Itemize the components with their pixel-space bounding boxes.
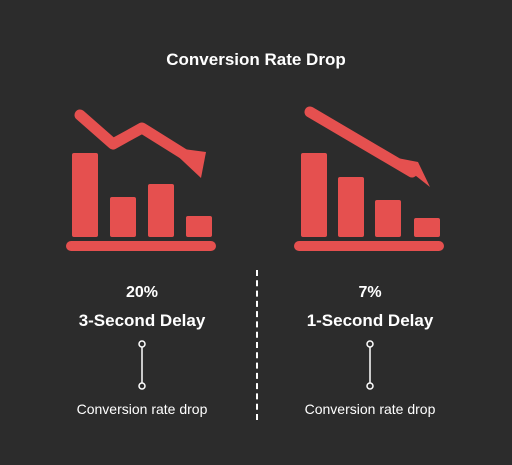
right-value-label: 7% xyxy=(358,284,382,301)
left-arrow-head xyxy=(168,147,206,178)
left-category-label: 3-Second Delay xyxy=(78,311,206,330)
left-bars xyxy=(66,153,216,251)
right-baseline xyxy=(294,241,444,251)
left-trend-arrow xyxy=(74,109,196,164)
left-bar-1 xyxy=(72,153,98,237)
right-bars xyxy=(294,153,444,251)
left-bar-3 xyxy=(148,184,174,237)
right-trend-arrow xyxy=(304,106,418,178)
center-divider xyxy=(256,270,258,420)
right-bar-3 xyxy=(375,200,401,237)
left-value-label: 20% xyxy=(125,284,159,301)
left-bar-2 xyxy=(110,197,136,237)
right-caption: Conversion rate drop xyxy=(304,401,436,417)
left-baseline xyxy=(66,241,216,251)
right-category-label: 1-Second Delay xyxy=(306,311,434,330)
right-labels: 7% 1-Second Delay xyxy=(270,284,470,331)
page-title: Conversion Rate Drop xyxy=(166,50,346,69)
right-bar-1 xyxy=(301,153,327,237)
right-bar-4 xyxy=(414,218,440,237)
right-bar-2 xyxy=(338,177,364,237)
right-arrow-head xyxy=(392,157,430,187)
left-bar-4 xyxy=(186,216,212,237)
left-labels: 20% 3-Second Delay xyxy=(42,284,242,331)
left-caption: Conversion rate drop xyxy=(76,401,208,417)
